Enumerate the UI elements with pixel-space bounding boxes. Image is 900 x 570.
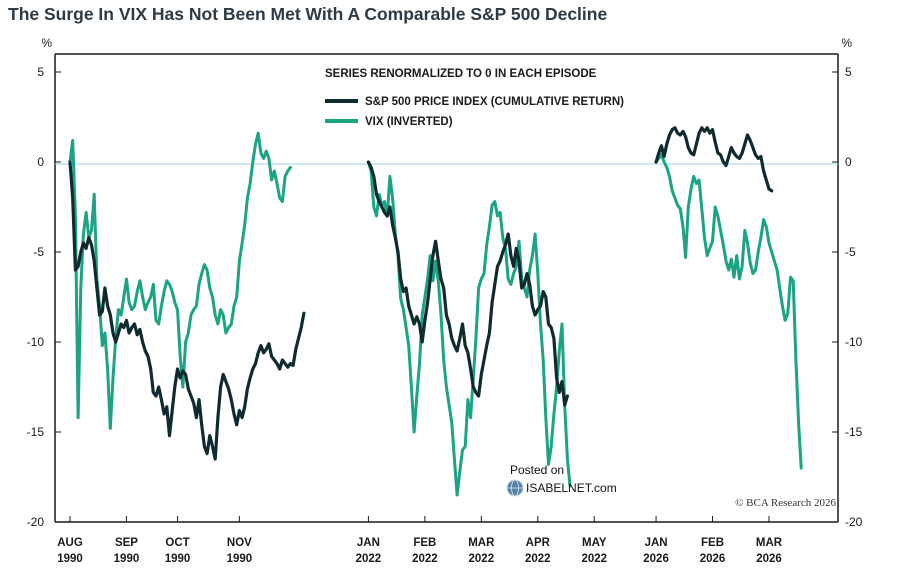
- y-ticks-left: 5 0 -5 -10 -15 -20: [27, 65, 61, 529]
- legend-label-vix: VIX (INVERTED): [365, 116, 453, 128]
- x-tick-month: MAY: [582, 537, 607, 549]
- x-ticks: AUG 1990 SEP 1990 OCT 1990 NOV 1990 JAN 2022 FEB 20…: [57, 516, 783, 565]
- y-tick-label-right: 0: [845, 155, 852, 169]
- vix-line-episode-3: [654, 153, 803, 470]
- watermark-isabelnet: ISABELNET.com: [526, 481, 617, 495]
- y-tick-label-left: -5: [33, 245, 44, 259]
- vix-line-episode-1: [68, 131, 292, 430]
- x-tick-month: AUG: [57, 537, 83, 549]
- x-tick-year: 2022: [412, 553, 438, 565]
- x-tick-year: 2026: [643, 553, 669, 565]
- x-tick-month: FEB: [701, 537, 724, 549]
- x-tick-year: 1990: [57, 553, 83, 565]
- y-tick-label-left: -20: [27, 515, 45, 529]
- x-tick-year: 1990: [114, 553, 140, 565]
- x-tick-year: 2022: [356, 553, 382, 565]
- x-tick-year: 2022: [581, 553, 607, 565]
- y-tick-label-left: -10: [27, 335, 45, 349]
- x-tick-year: 1990: [165, 553, 191, 565]
- watermark-posted-on: Posted on: [510, 463, 564, 477]
- y-tick-label-left: -15: [27, 425, 45, 439]
- x-tick-year: 2026: [756, 553, 782, 565]
- sp500-line-episode-2: [366, 160, 570, 407]
- x-tick-month: SEP: [115, 537, 138, 549]
- x-tick-month: JAN: [645, 537, 668, 549]
- y-tick-label-right: -10: [845, 335, 863, 349]
- x-tick-month: NOV: [227, 537, 252, 549]
- y-tick-label-left: 0: [37, 155, 44, 169]
- y-unit-right: %: [841, 36, 852, 50]
- globe-icon: [506, 479, 524, 497]
- x-tick-month: FEB: [413, 537, 436, 549]
- x-tick-year: 1990: [227, 553, 253, 565]
- sp500-line-episode-3: [654, 126, 774, 193]
- y-ticks-right: 5 0 -5 -10 -15 -20: [832, 65, 863, 529]
- renormalized-note: SERIES RENORMALIZED TO 0 IN EACH EPISODE: [325, 68, 597, 80]
- x-tick-year: 2022: [525, 553, 551, 565]
- legend-label-sp500: S&P 500 PRICE INDEX (CUMULATIVE RETURN): [365, 96, 624, 108]
- y-tick-label-right: -5: [845, 245, 856, 259]
- y-tick-label-right: -20: [845, 515, 863, 529]
- x-tick-month: APR: [526, 537, 551, 549]
- y-tick-label-left: 5: [37, 65, 44, 79]
- y-tick-label-right: 5: [845, 65, 852, 79]
- x-tick-year: 2022: [469, 553, 495, 565]
- y-unit-left: %: [41, 36, 52, 50]
- x-tick-year: 2026: [700, 553, 726, 565]
- y-tick-label-right: -15: [845, 425, 863, 439]
- x-tick-month: JAN: [357, 537, 380, 549]
- x-tick-month: MAR: [468, 537, 495, 549]
- chart-title: The Surge In VIX Has Not Been Met With A…: [8, 4, 608, 24]
- x-tick-month: OCT: [165, 537, 189, 549]
- x-tick-month: MAR: [756, 537, 783, 549]
- sp500-line-episode-1: [68, 160, 306, 461]
- source-label: © BCA Research 2026: [735, 497, 836, 509]
- series-layer: [68, 126, 803, 497]
- vix-line-episode-2: [366, 160, 572, 497]
